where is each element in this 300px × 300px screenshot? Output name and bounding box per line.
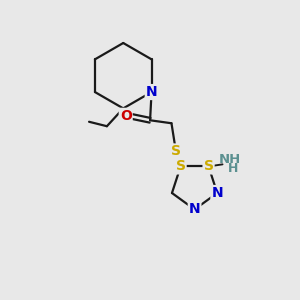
Text: O: O	[120, 109, 132, 123]
Text: S: S	[176, 159, 186, 173]
Text: NH: NH	[219, 153, 241, 167]
Text: S: S	[204, 159, 214, 173]
Text: H: H	[228, 162, 239, 175]
Text: N: N	[212, 186, 223, 200]
Text: N: N	[189, 202, 200, 216]
Text: N: N	[146, 85, 158, 99]
Text: S: S	[171, 145, 181, 158]
